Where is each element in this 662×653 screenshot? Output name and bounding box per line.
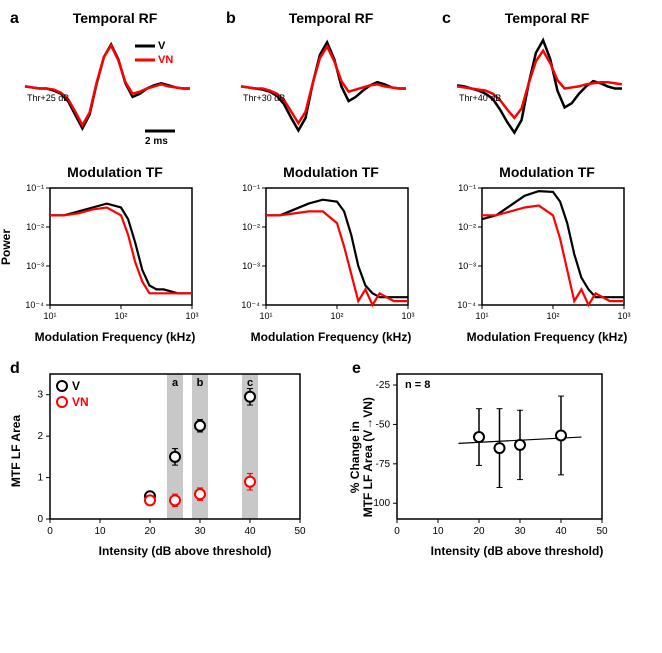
svg-text:0: 0 bbox=[37, 514, 43, 525]
ylabel-e: % Change inMTF LF Area (V→VN) bbox=[349, 397, 375, 517]
svg-text:10³: 10³ bbox=[185, 311, 198, 321]
panel-b-mtf: Modulation TF 10⁻¹10⁻²10⁻³10⁻⁴10¹10²10³ … bbox=[226, 164, 436, 344]
title-mtf-a: Modulation TF bbox=[10, 164, 220, 180]
panel-e: e % Change inMTF LF Area (V→VN) 01020304… bbox=[352, 364, 652, 558]
svg-text:10⁻³: 10⁻³ bbox=[458, 261, 476, 271]
svg-text:10⁻⁴: 10⁻⁴ bbox=[241, 300, 260, 310]
svg-text:VN: VN bbox=[158, 54, 173, 66]
svg-text:0: 0 bbox=[394, 526, 400, 537]
chart-temporal-rf-a: Thr+25 dB V VN 2 ms bbox=[10, 26, 200, 156]
svg-text:10: 10 bbox=[432, 526, 444, 537]
svg-text:10: 10 bbox=[94, 526, 106, 537]
panel-c-mtf: Modulation TF 10⁻¹10⁻²10⁻³10⁻⁴10¹10²10³ … bbox=[442, 164, 652, 344]
xlabel-e: Intensity (dB above threshold) bbox=[382, 544, 652, 558]
chart-mtf-b: 10⁻¹ 10⁻² 10⁻³ 10⁻⁴10¹ 10² 10³ bbox=[226, 180, 416, 330]
svg-text:VN: VN bbox=[72, 395, 89, 409]
svg-text:-50: -50 bbox=[376, 419, 391, 430]
chart-pct-change: 01020304050-25-50-75-100n = 8 bbox=[352, 364, 612, 544]
svg-text:Thr+40 dB: Thr+40 dB bbox=[459, 93, 501, 103]
svg-text:10⁻⁴: 10⁻⁴ bbox=[25, 300, 44, 310]
svg-text:10⁻⁴: 10⁻⁴ bbox=[457, 300, 476, 310]
svg-text:50: 50 bbox=[294, 526, 306, 537]
svg-text:10¹: 10¹ bbox=[475, 311, 488, 321]
title-b: Temporal RF bbox=[226, 10, 436, 26]
xlabel-mtf-a: Modulation Frequency (kHz) bbox=[10, 330, 220, 344]
label-c: c bbox=[442, 10, 451, 28]
svg-text:10⁻¹: 10⁻¹ bbox=[26, 183, 44, 193]
xlabel-d: Intensity (dB above threshold) bbox=[40, 544, 330, 558]
svg-text:10⁻²: 10⁻² bbox=[242, 222, 260, 232]
svg-text:10⁻³: 10⁻³ bbox=[242, 261, 260, 271]
svg-text:10³: 10³ bbox=[401, 311, 414, 321]
svg-text:Thr+30 dB: Thr+30 dB bbox=[243, 93, 285, 103]
svg-text:10⁻³: 10⁻³ bbox=[26, 261, 44, 271]
svg-text:40: 40 bbox=[555, 526, 567, 537]
svg-text:b: b bbox=[197, 377, 204, 389]
svg-text:50: 50 bbox=[596, 526, 608, 537]
svg-text:10²: 10² bbox=[546, 311, 559, 321]
svg-text:n = 8: n = 8 bbox=[405, 379, 430, 391]
chart-mtf-lf-area: a b c 0 10 20 30 40 50 0 1 2 3 V VN bbox=[10, 364, 310, 544]
svg-text:30: 30 bbox=[194, 526, 206, 537]
panel-d: d MTF LF Area abc010203040500123VVN Inte… bbox=[10, 364, 330, 558]
title-mtf-b: Modulation TF bbox=[226, 164, 436, 180]
panel-a-top: a Temporal RF Thr+25 dB V VN 2 ms bbox=[10, 10, 220, 156]
svg-text:Thr+25 dB: Thr+25 dB bbox=[27, 93, 69, 103]
figure-root: a Temporal RF Thr+25 dB V VN 2 ms b Tempora… bbox=[10, 10, 652, 558]
svg-text:2: 2 bbox=[37, 431, 43, 442]
svg-text:-25: -25 bbox=[376, 380, 391, 391]
svg-text:10²: 10² bbox=[330, 311, 343, 321]
chart-mtf-a: 10⁻¹ 10⁻² 10⁻³ 10⁻⁴10¹ 10² 10³ bbox=[10, 180, 200, 330]
row-modulation-tf: Modulation TF Power 10⁻¹10⁻²10⁻³10⁻⁴10¹1… bbox=[10, 164, 652, 344]
chart-temporal-rf-c: Thr+40 dB bbox=[442, 26, 632, 156]
label-a: a bbox=[10, 10, 19, 28]
svg-text:10¹: 10¹ bbox=[43, 311, 56, 321]
svg-text:20: 20 bbox=[473, 526, 485, 537]
svg-text:10⁻¹: 10⁻¹ bbox=[458, 183, 476, 193]
svg-text:3: 3 bbox=[37, 390, 43, 401]
ylabel-d: MTF LF Area bbox=[9, 415, 23, 487]
svg-text:0: 0 bbox=[47, 526, 53, 537]
svg-text:10⁻²: 10⁻² bbox=[26, 222, 44, 232]
svg-text:10⁻²: 10⁻² bbox=[458, 222, 476, 232]
svg-text:10³: 10³ bbox=[617, 311, 630, 321]
chart-mtf-c: 10⁻¹ 10⁻² 10⁻³ 10⁻⁴10¹ 10² 10³ bbox=[442, 180, 632, 330]
svg-text:V: V bbox=[72, 379, 80, 393]
svg-text:10²: 10² bbox=[114, 311, 127, 321]
svg-text:-75: -75 bbox=[376, 459, 391, 470]
svg-text:a: a bbox=[172, 377, 179, 389]
svg-text:10¹: 10¹ bbox=[259, 311, 272, 321]
svg-text:1: 1 bbox=[37, 473, 43, 484]
svg-text:40: 40 bbox=[244, 526, 256, 537]
svg-text:30: 30 bbox=[514, 526, 526, 537]
svg-text:V: V bbox=[158, 40, 166, 52]
svg-text:2 ms: 2 ms bbox=[145, 136, 168, 147]
title-c: Temporal RF bbox=[442, 10, 652, 26]
panel-c-top: c Temporal RF Thr+40 dB bbox=[442, 10, 652, 156]
label-b: b bbox=[226, 10, 236, 28]
panel-a-mtf: Modulation TF Power 10⁻¹10⁻²10⁻³10⁻⁴10¹1… bbox=[10, 164, 220, 344]
svg-text:10⁻¹: 10⁻¹ bbox=[242, 183, 260, 193]
title-mtf-c: Modulation TF bbox=[442, 164, 652, 180]
row-temporal-rf: a Temporal RF Thr+25 dB V VN 2 ms b Tempora… bbox=[10, 10, 652, 156]
xlabel-mtf-b: Modulation Frequency (kHz) bbox=[226, 330, 436, 344]
xlabel-mtf-c: Modulation Frequency (kHz) bbox=[442, 330, 652, 344]
svg-text:c: c bbox=[247, 377, 253, 389]
ylabel-power: Power bbox=[0, 229, 13, 265]
panel-b-top: b Temporal RF Thr+30 dB bbox=[226, 10, 436, 156]
svg-text:20: 20 bbox=[144, 526, 156, 537]
row-bottom: d MTF LF Area abc010203040500123VVN Inte… bbox=[10, 364, 652, 558]
title-a: Temporal RF bbox=[10, 10, 220, 26]
chart-temporal-rf-b: Thr+30 dB bbox=[226, 26, 416, 156]
